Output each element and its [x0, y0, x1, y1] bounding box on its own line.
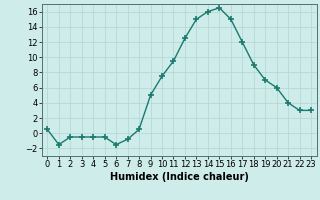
X-axis label: Humidex (Indice chaleur): Humidex (Indice chaleur) — [110, 172, 249, 182]
